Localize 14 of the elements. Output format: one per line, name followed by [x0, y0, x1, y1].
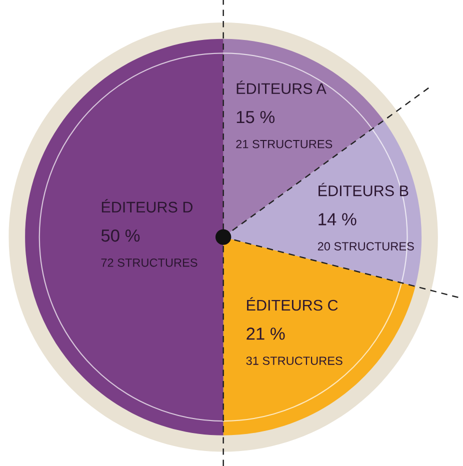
- data-label: 14 %: [318, 213, 356, 226]
- data-label: 15 %: [236, 110, 275, 124]
- pie-slice: [223, 237, 416, 436]
- slice-label: ÉDITEURS B: [318, 182, 408, 196]
- slice-label: ÉDITEURS D: [102, 199, 192, 213]
- data-label: 21 %: [246, 328, 285, 340]
- data-label: 50 %: [101, 229, 140, 242]
- text: 20 STRUCTURES: [318, 242, 414, 250]
- slice-label: ÉDITEURS C: [247, 297, 338, 311]
- pie-slice: [25, 38, 224, 436]
- text: 21 STRUCTURES: [236, 140, 332, 148]
- text: 31 STRUCTURES: [246, 356, 342, 365]
- slice-label: ÉDITEURS A: [236, 80, 326, 94]
- text: 72 STRUCTURES: [101, 258, 198, 267]
